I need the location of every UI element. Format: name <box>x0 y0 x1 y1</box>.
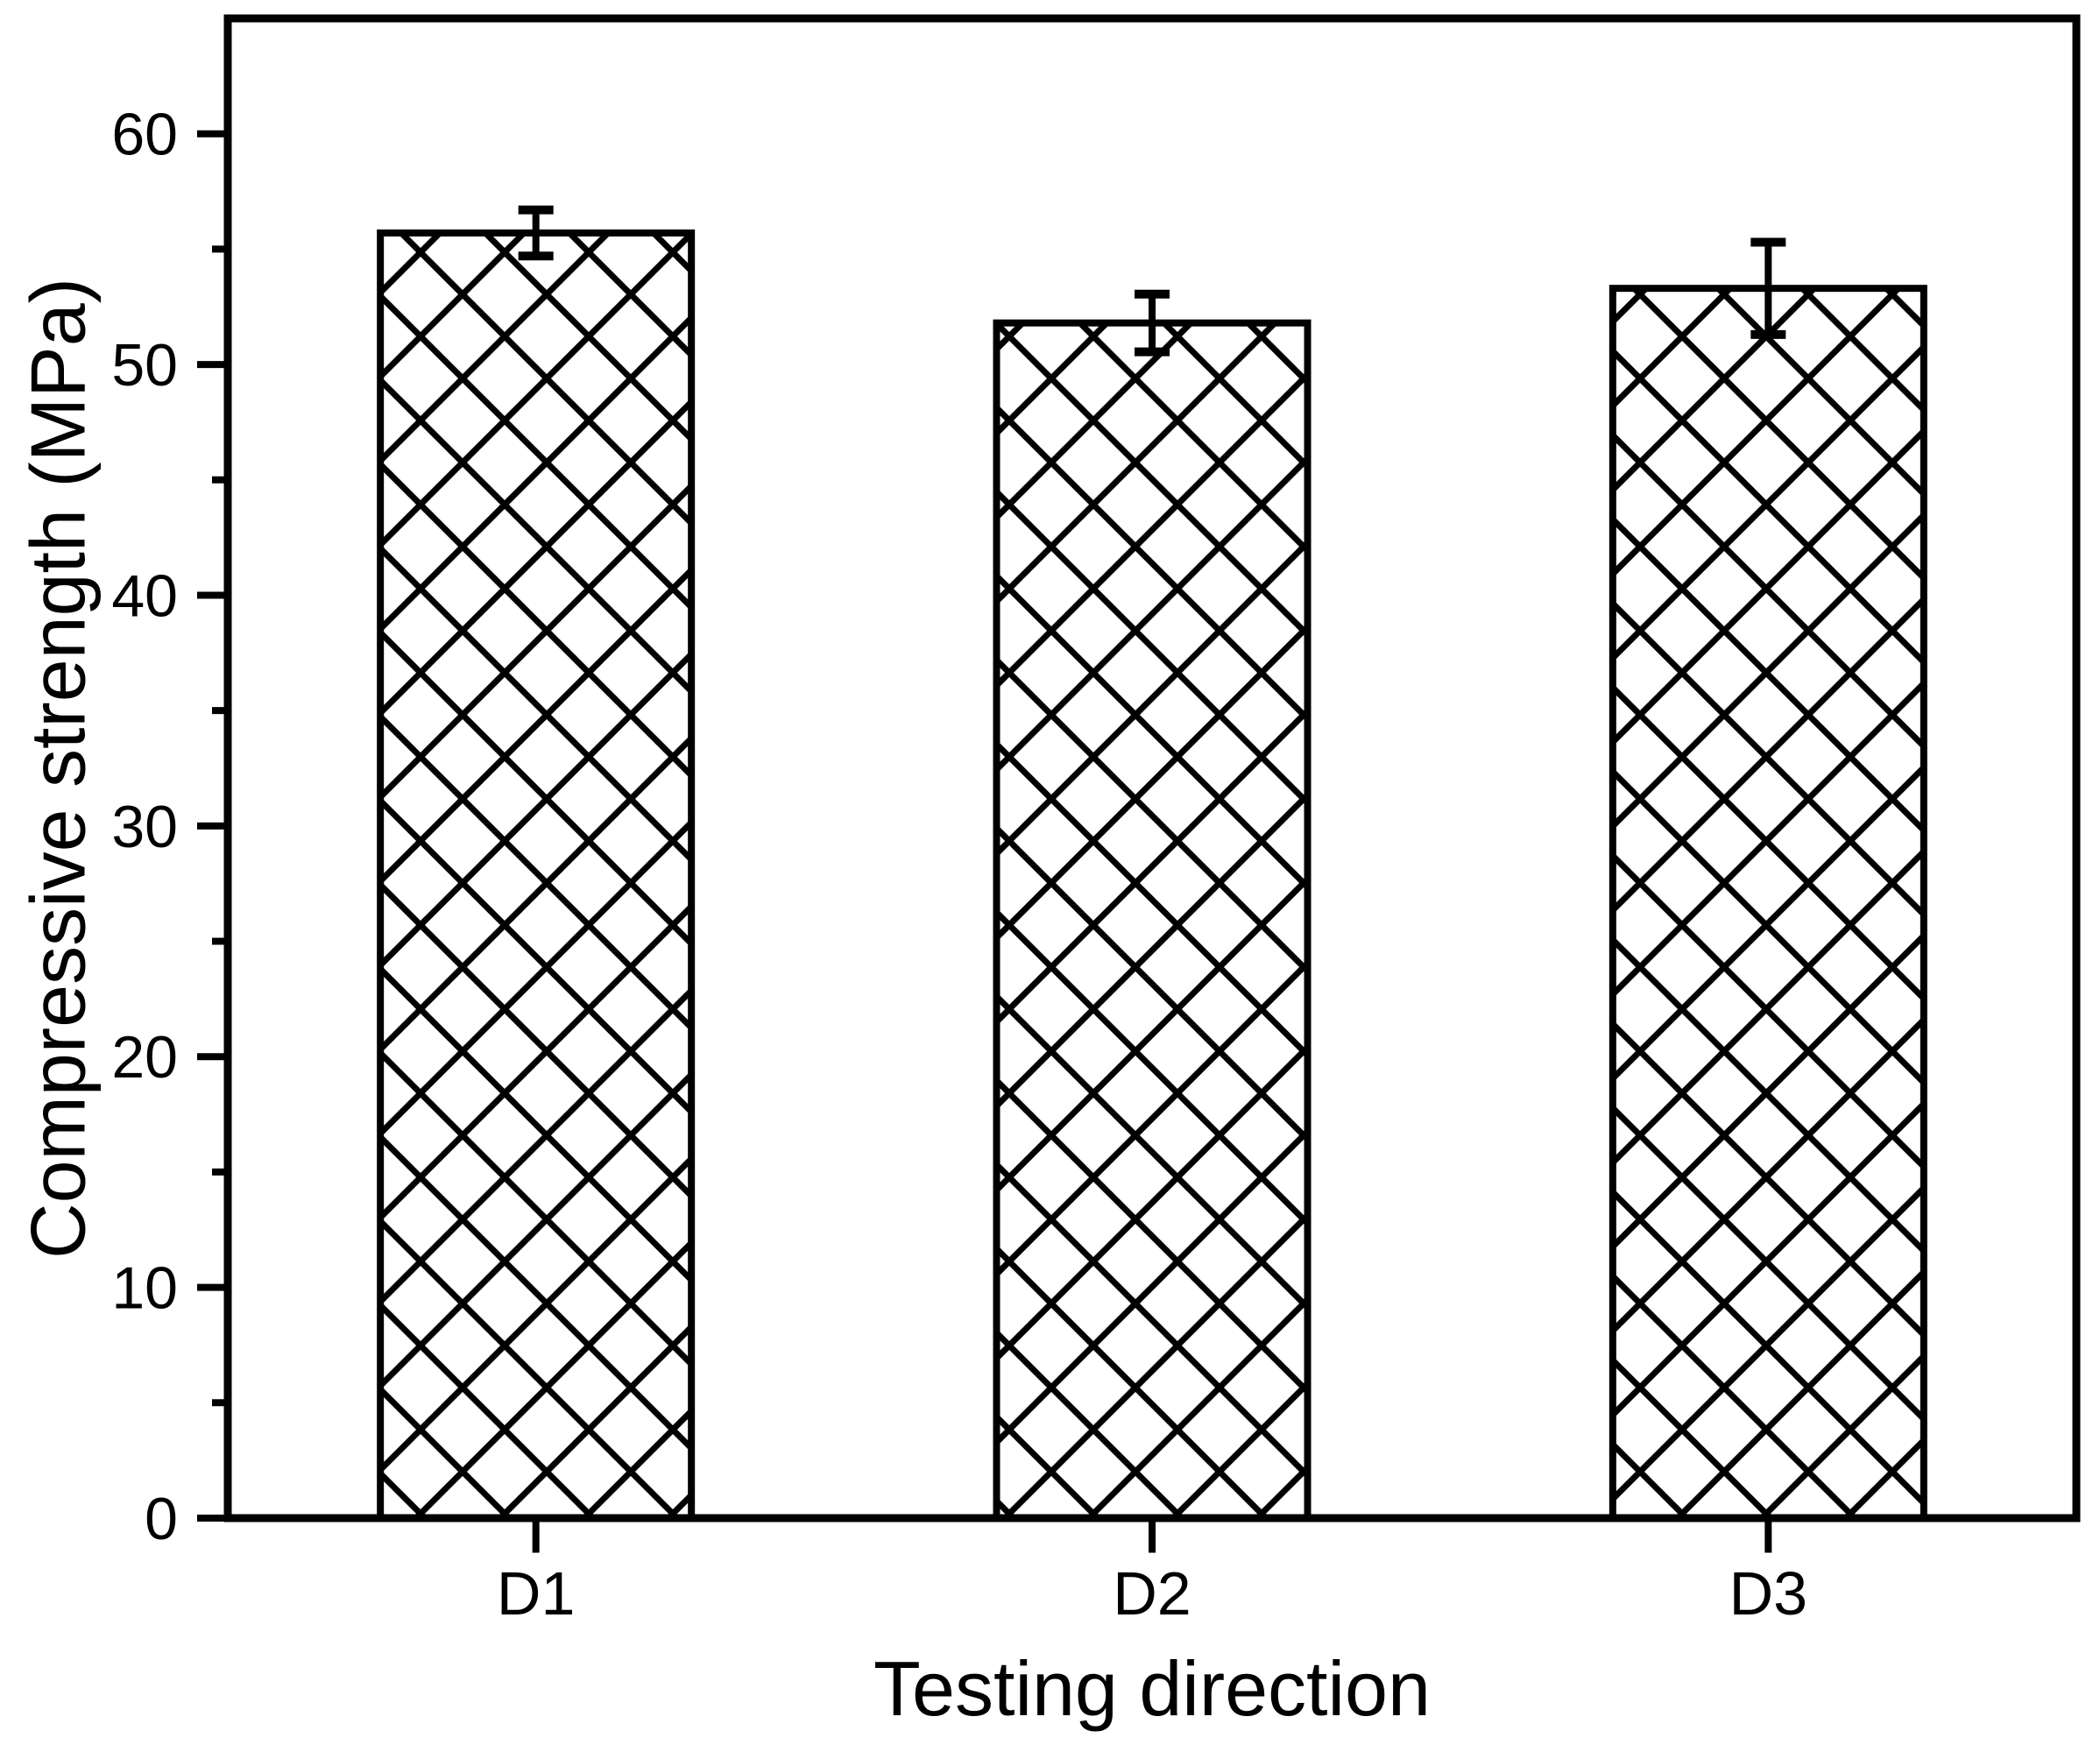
y-tick-label: 30 <box>111 794 178 860</box>
plot-area: 0 10 20 30 40 50 60 D1 D2 D3 <box>111 14 2081 1628</box>
x-tick-label-d1: D1 <box>497 1559 575 1628</box>
y-tick-label: 50 <box>111 332 178 399</box>
bar-d3 <box>1609 285 1927 1522</box>
y-tick-label: 60 <box>111 102 178 168</box>
plot-frame <box>223 14 2081 1522</box>
x-tick-label-d3: D3 <box>1729 1559 1807 1628</box>
x-tick-label-d2: D2 <box>1113 1559 1191 1628</box>
y-tick-label: 40 <box>111 562 178 629</box>
y-tick-label: 0 <box>145 1486 178 1552</box>
x-axis-title: Testing direction <box>873 1645 1431 1732</box>
y-axis-title: Compressive strength (MPa) <box>15 278 102 1259</box>
bar-d2 <box>993 319 1312 1522</box>
y-tick-label: 20 <box>111 1024 178 1091</box>
bar-d1 <box>377 229 696 1522</box>
y-tick-label: 10 <box>111 1255 178 1322</box>
